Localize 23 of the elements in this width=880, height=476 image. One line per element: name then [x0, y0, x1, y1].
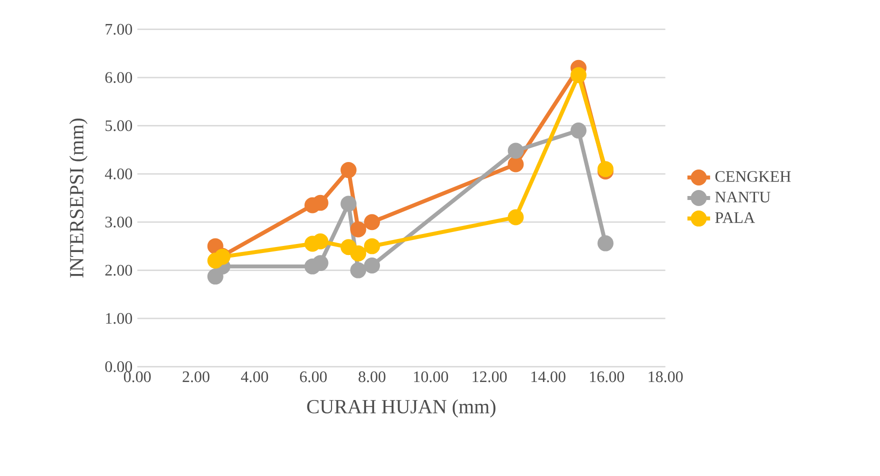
y-tick-label: 4.00 — [104, 168, 132, 180]
y-tick-label: 5.00 — [106, 120, 132, 132]
y-axis-title: INTERSEPSI (mm) — [69, 118, 88, 278]
x-tick-label: 6.00 — [300, 371, 327, 382]
y-tick-label: 3.00 — [105, 216, 132, 228]
x-tick-label: 8.00 — [358, 371, 386, 382]
x-tick-label: 18.00 — [648, 371, 683, 382]
y-tick-label: 7.00 — [106, 24, 132, 35]
x-tick-label: 0.00 — [124, 371, 151, 382]
legend-label: CENGKEH — [715, 171, 791, 182]
x-tick-label: 4.00 — [240, 371, 268, 382]
y-tick-label: 6.00 — [105, 72, 132, 83]
x-tick-label: 10.00 — [414, 371, 448, 382]
x-tick-label: 2.00 — [182, 371, 210, 382]
legend-label: PALA — [715, 212, 755, 223]
x-tick-label: 12.00 — [472, 371, 507, 382]
x-axis-title: CURAH HUJAN (mm) — [307, 399, 496, 418]
y-tick-label: 2.00 — [105, 264, 132, 276]
legend-label: NANTU — [715, 192, 770, 202]
x-tick-label: 16.00 — [590, 371, 624, 382]
y-tick-label: 0.00 — [105, 361, 132, 372]
y-tick-label: 1.00 — [106, 313, 132, 324]
x-tick-label: 14.00 — [531, 371, 566, 382]
